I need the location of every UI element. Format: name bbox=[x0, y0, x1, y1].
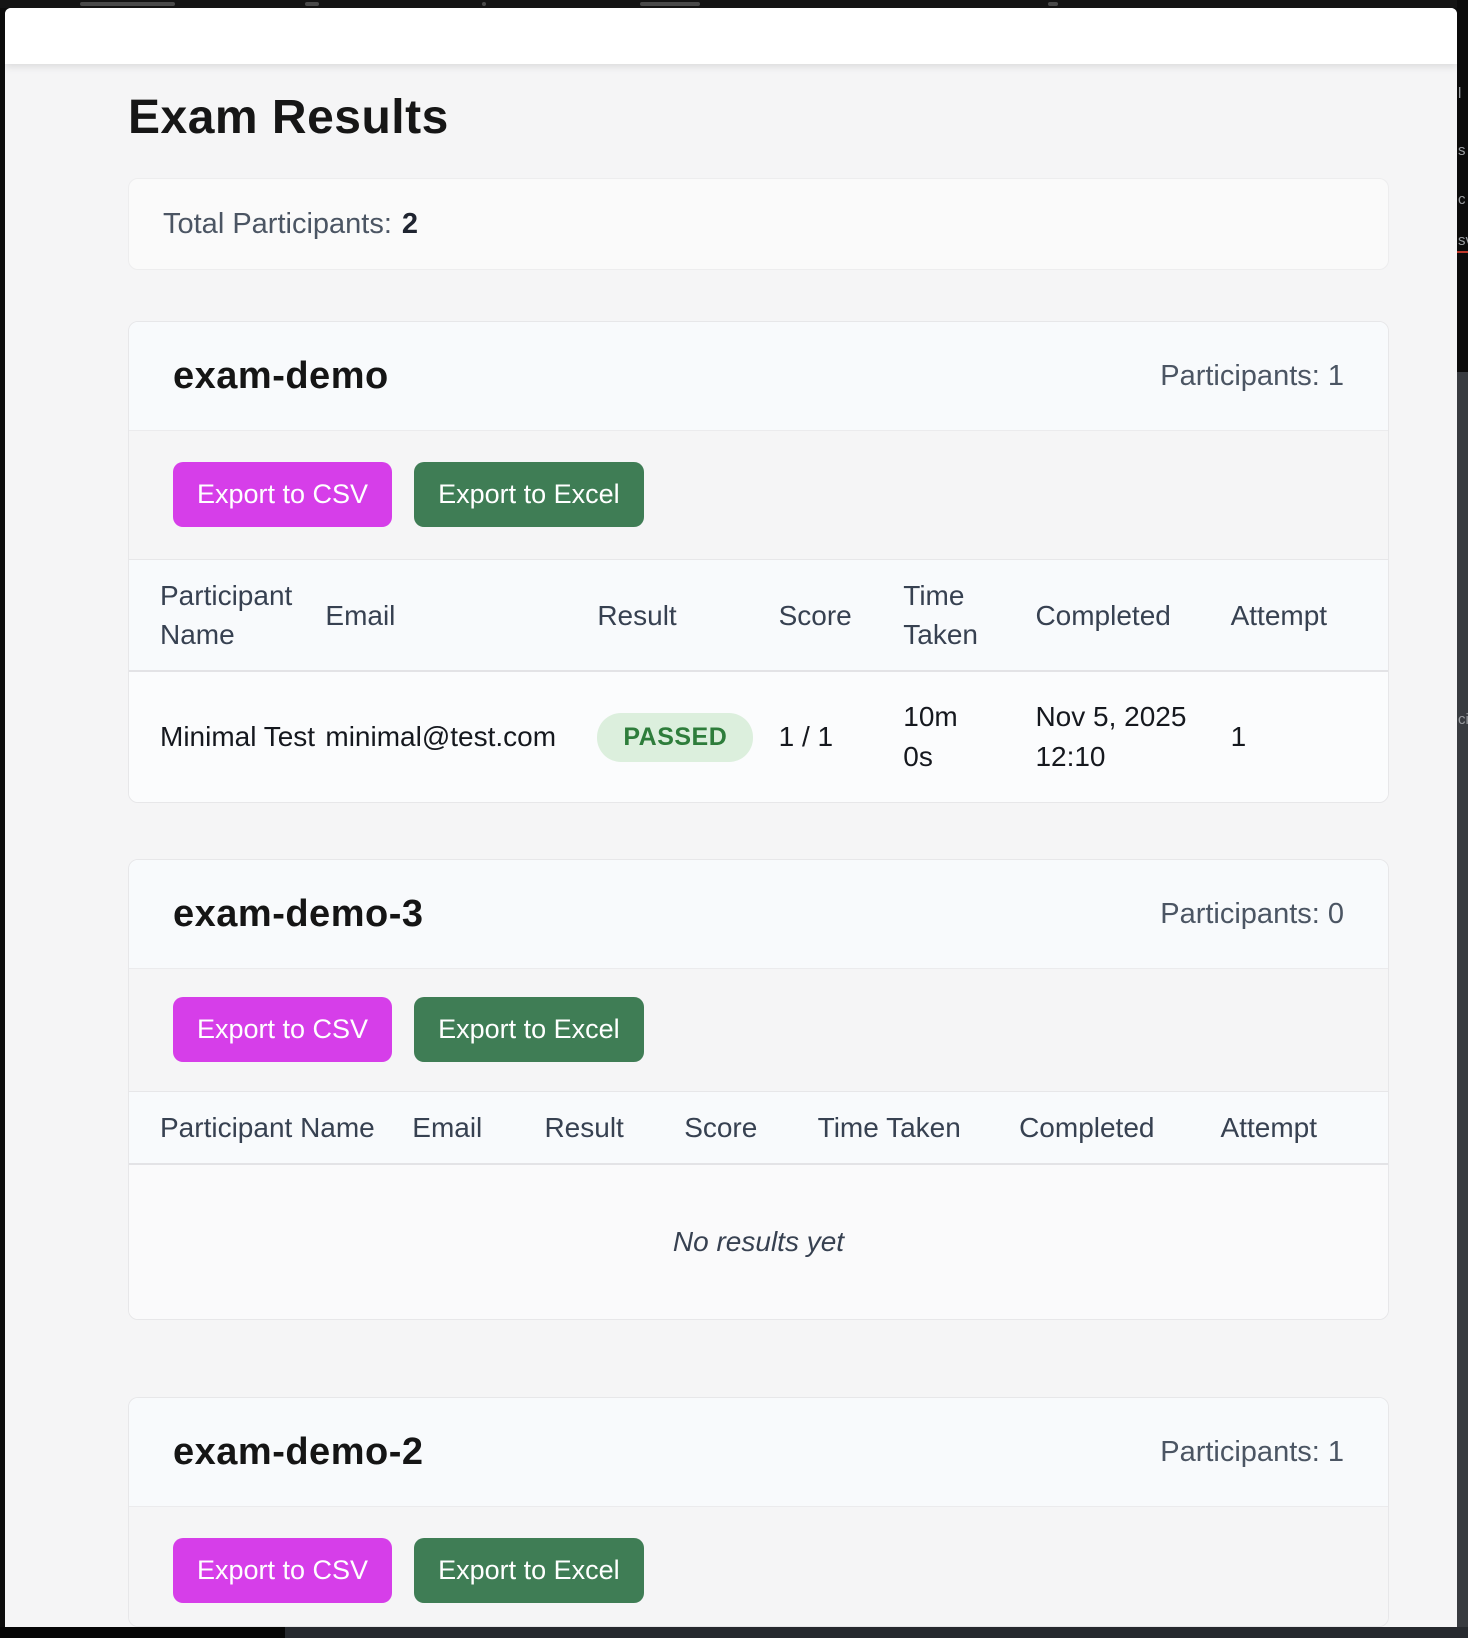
column-header-completed: Completed bbox=[1019, 1092, 1221, 1165]
column-header-participant-name: Participant Name bbox=[129, 1092, 413, 1165]
column-header-score: Score bbox=[684, 1092, 818, 1165]
export-excel-button[interactable]: Export to Excel bbox=[414, 997, 644, 1062]
column-header-attempt: Attempt bbox=[1220, 1092, 1388, 1165]
column-header-completed: Completed bbox=[1035, 560, 1231, 672]
total-participants-panel: Total Participants: 2 bbox=[128, 178, 1389, 270]
total-participants-label: Total Participants: bbox=[163, 207, 392, 240]
export-csv-button[interactable]: Export to CSV bbox=[173, 462, 393, 527]
exam-card-exam-demo: exam-demo Participants: 1 Export to CSV … bbox=[128, 321, 1389, 803]
column-header-result: Result bbox=[597, 560, 779, 672]
cell-attempt: 1 bbox=[1230, 671, 1388, 802]
chrome-fragment bbox=[80, 2, 175, 6]
exam-name: exam-demo-2 bbox=[173, 1430, 424, 1473]
export-excel-button[interactable]: Export to Excel bbox=[414, 462, 644, 527]
exam-card-exam-demo-2: exam-demo-2 Participants: 1 Export to CS… bbox=[128, 1397, 1389, 1627]
background-text-fragment: sv bbox=[1458, 232, 1468, 249]
column-header-time-taken: Time Taken bbox=[817, 1092, 1020, 1165]
passed-badge: PASSED bbox=[597, 712, 754, 762]
exam-card-header: exam-demo-2 Participants: 1 bbox=[129, 1398, 1388, 1507]
cell-completed: Nov 5, 2025 12:10 bbox=[1035, 671, 1231, 802]
export-actions: Export to CSV Export to Excel bbox=[129, 969, 1388, 1092]
export-excel-button[interactable]: Export to Excel bbox=[414, 1538, 644, 1603]
participants-count: Participants: 1 bbox=[1160, 1435, 1344, 1468]
participants-count: Participants: 0 bbox=[1160, 897, 1344, 930]
background-text-fragment: s bbox=[1458, 142, 1466, 159]
chrome-fragment bbox=[305, 2, 319, 6]
background-text-fragment: ci bbox=[1458, 711, 1468, 728]
background-window-edge: l s c sv ci bbox=[1457, 0, 1468, 1638]
background-text-fragment: l bbox=[1458, 85, 1462, 102]
column-header-time-taken: Time Taken bbox=[903, 560, 1036, 672]
column-header-score: Score bbox=[778, 560, 904, 672]
exam-name: exam-demo-3 bbox=[173, 892, 424, 935]
no-results-message: No results yet bbox=[129, 1165, 1388, 1319]
exam-card-header: exam-demo-3 Participants: 0 bbox=[129, 860, 1388, 969]
cell-time-taken: 10m 0s bbox=[903, 671, 1036, 802]
cell-email: minimal@test.com bbox=[325, 671, 598, 802]
spellcheck-underline bbox=[1457, 251, 1468, 253]
taskbar-strip bbox=[0, 1627, 1468, 1638]
export-actions: Export to CSV Export to Excel bbox=[129, 1507, 1388, 1626]
results-table: Participant Name Email Result Score Time… bbox=[129, 1092, 1388, 1165]
results-table-header-row: Participant Name Email Result Score Time… bbox=[129, 560, 1388, 672]
column-header-result: Result bbox=[544, 1092, 685, 1165]
cell-score: 1 / 1 bbox=[778, 671, 904, 802]
total-participants-value: 2 bbox=[401, 207, 419, 240]
chrome-fragment bbox=[482, 2, 486, 6]
results-table-header-row: Participant Name Email Result Score Time… bbox=[129, 1092, 1388, 1165]
exam-name: exam-demo bbox=[173, 354, 389, 397]
chrome-fragment bbox=[640, 2, 700, 6]
column-header-email: Email bbox=[412, 1092, 545, 1165]
page-header-band bbox=[5, 8, 1457, 64]
chrome-fragment bbox=[1048, 2, 1058, 6]
browser-chrome-strip bbox=[0, 0, 1468, 8]
cell-participant-name: Minimal Test bbox=[129, 671, 326, 802]
result-row: Minimal Test minimal@test.com PASSED 1 /… bbox=[129, 671, 1388, 802]
results-table: Participant Name Email Result Score Time… bbox=[129, 560, 1388, 802]
exam-card-exam-demo-3: exam-demo-3 Participants: 0 Export to CS… bbox=[128, 859, 1389, 1320]
cell-result: PASSED bbox=[597, 671, 779, 802]
export-csv-button[interactable]: Export to CSV bbox=[173, 1538, 393, 1603]
taskbar-strip-dark-segment bbox=[0, 1627, 285, 1638]
column-header-attempt: Attempt bbox=[1230, 560, 1388, 672]
exam-card-header: exam-demo Participants: 1 bbox=[129, 322, 1388, 431]
export-csv-button[interactable]: Export to CSV bbox=[173, 997, 393, 1062]
background-text-fragment: c bbox=[1458, 191, 1466, 208]
column-header-email: Email bbox=[325, 560, 598, 672]
export-actions: Export to CSV Export to Excel bbox=[129, 431, 1388, 560]
background-window-panel: ci bbox=[1457, 372, 1468, 1638]
app-window: Exam Results Total Participants: 2 exam-… bbox=[5, 8, 1457, 1627]
participants-count: Participants: 1 bbox=[1160, 359, 1344, 392]
column-header-participant-name: Participant Name bbox=[129, 560, 326, 672]
page-title: Exam Results bbox=[128, 91, 449, 144]
